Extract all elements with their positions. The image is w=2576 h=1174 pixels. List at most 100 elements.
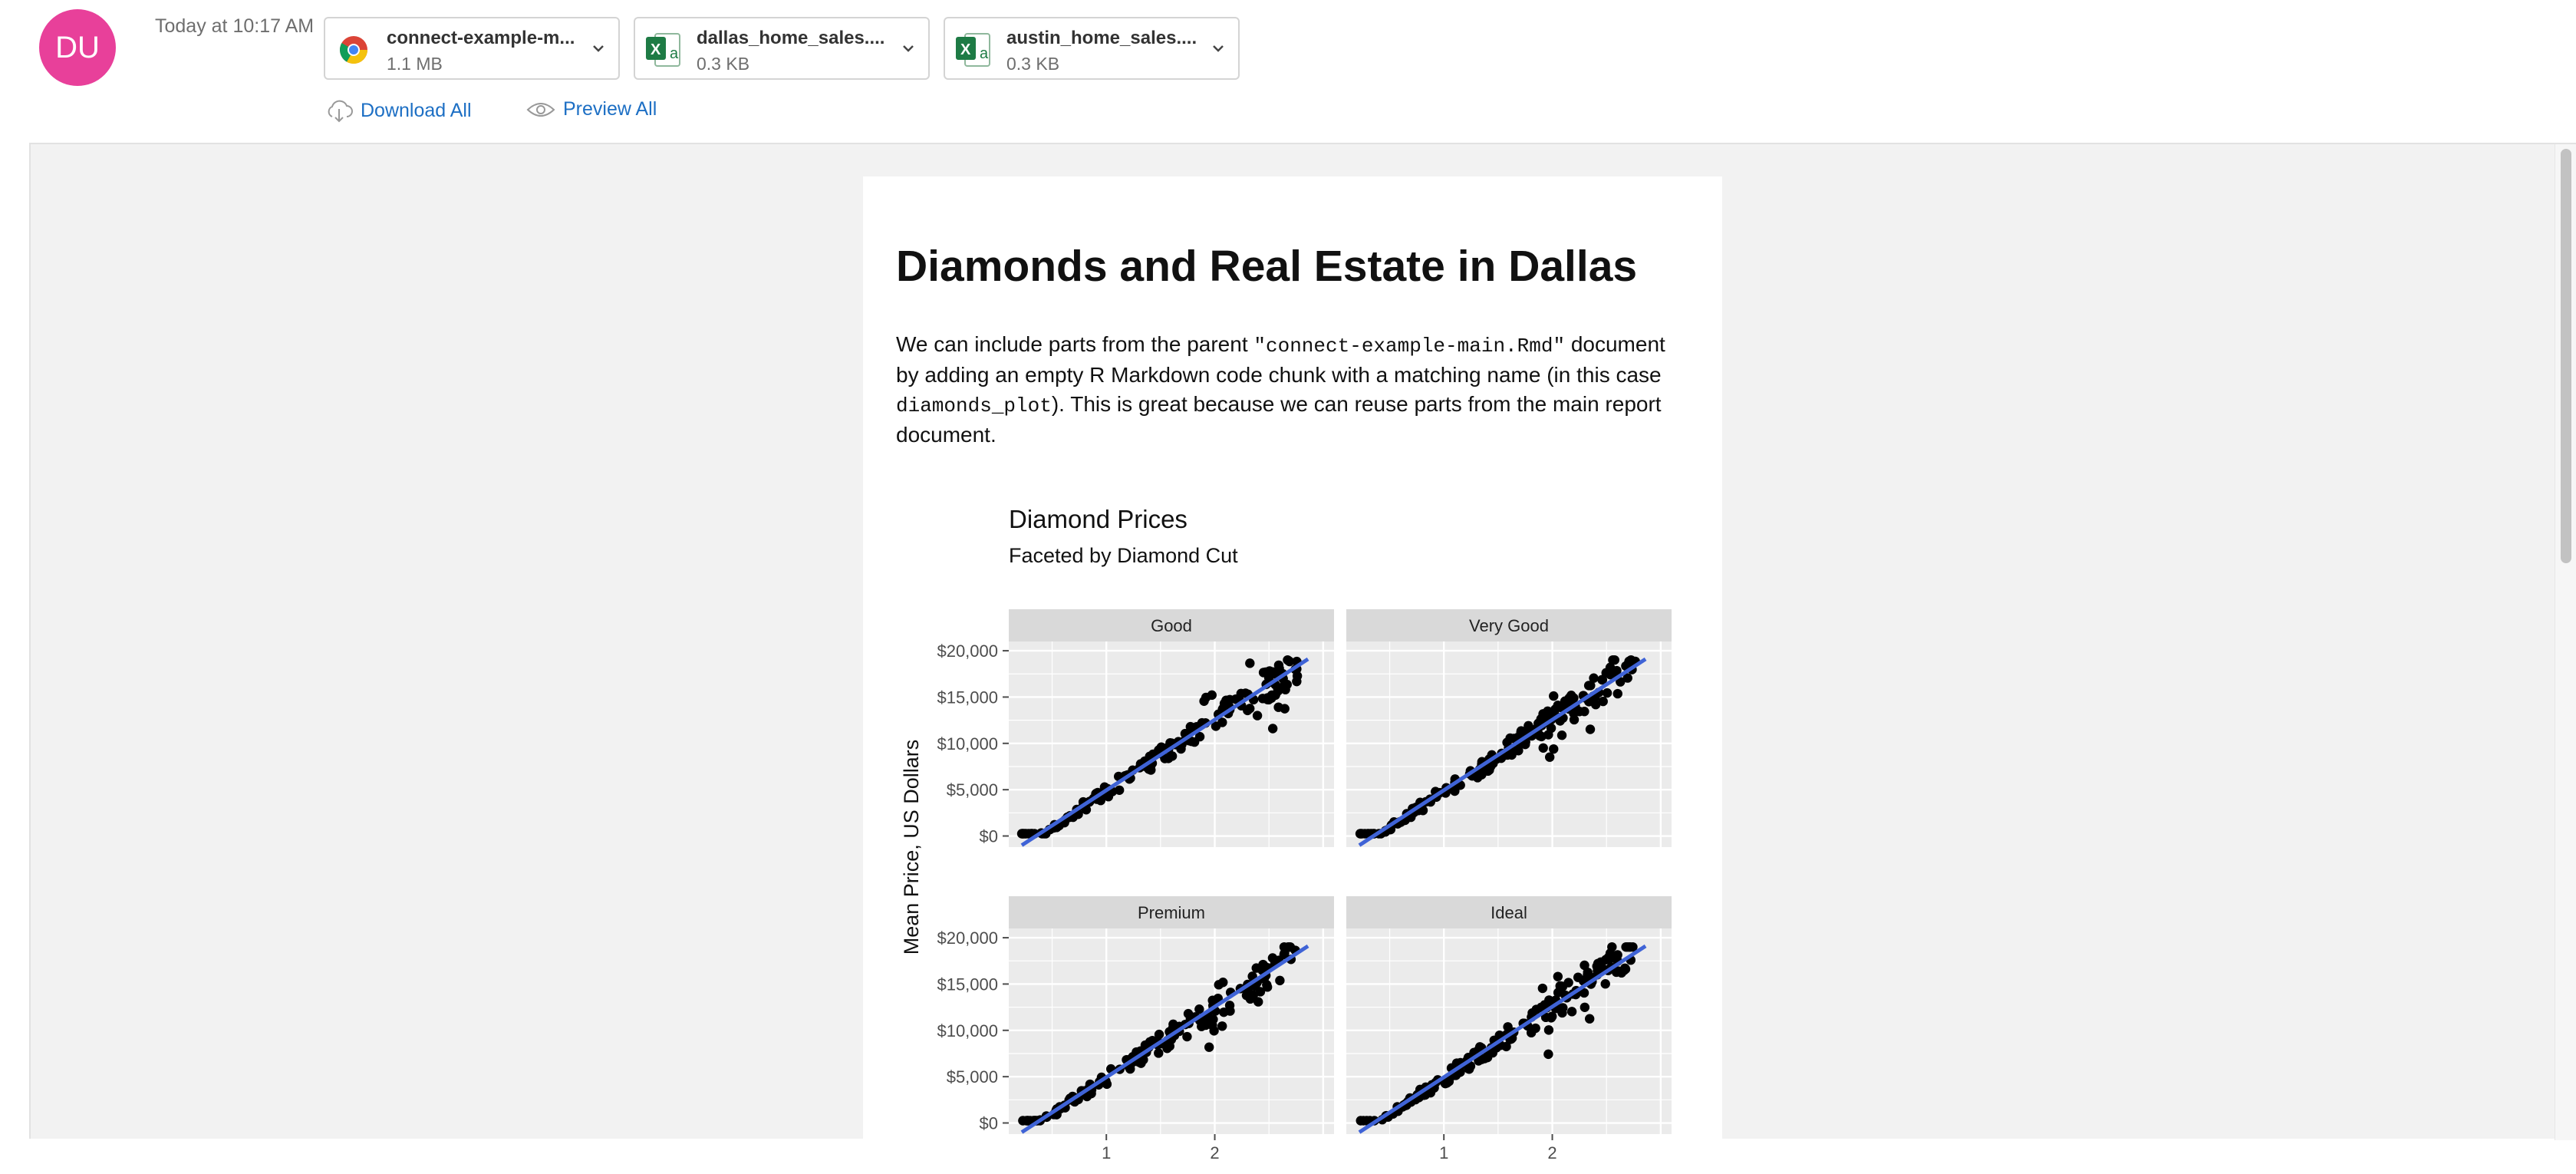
data-point (1598, 696, 1608, 707)
excel-icon: a X (646, 33, 680, 67)
data-point (1207, 690, 1217, 701)
data-point (1194, 731, 1205, 742)
x-tick-label: 2 (1210, 1143, 1219, 1162)
data-point (1547, 1011, 1557, 1021)
attachment-size: 1.1 MB (387, 54, 443, 74)
data-point (1201, 1020, 1211, 1031)
attachment-dallas[interactable]: a X dallas_home_sales.... 0.3 KB (634, 17, 930, 80)
attachment-name: austin_home_sales.... (1006, 28, 1197, 48)
download-all-label: Download All (361, 99, 472, 121)
data-point (1616, 677, 1626, 687)
data-point (1292, 676, 1302, 687)
data-point (1253, 997, 1263, 1007)
data-point (1214, 980, 1224, 990)
data-point (1593, 966, 1603, 976)
x-tick-label: 1 (1102, 1143, 1111, 1162)
data-point (1585, 724, 1596, 734)
document-preview[interactable]: Diamonds and Real Estate in Dallas We ca… (29, 143, 2576, 1174)
data-point (1620, 963, 1630, 974)
data-point (1628, 942, 1638, 952)
data-point (1503, 1022, 1513, 1032)
document-title: Diamonds and Real Estate in Dallas (896, 242, 1638, 291)
data-point (1544, 752, 1555, 762)
data-point (1507, 750, 1517, 760)
data-point (1241, 991, 1252, 1001)
data-point (1240, 688, 1250, 698)
eye-icon (526, 102, 555, 117)
svg-text:a: a (670, 45, 679, 62)
data-point (1279, 942, 1290, 952)
data-point (1199, 696, 1209, 706)
data-point (1555, 716, 1565, 726)
data-point (1531, 1004, 1541, 1014)
data-point (1601, 955, 1611, 965)
chrome-icon (339, 36, 367, 64)
y-tick-label: $0 (980, 1114, 998, 1133)
preview-all-label: Preview All (563, 98, 657, 120)
data-point (1579, 988, 1589, 998)
trend-line (1020, 657, 1309, 847)
trend-line (1020, 944, 1309, 1134)
data-point (1550, 704, 1560, 714)
data-point (1273, 684, 1283, 694)
trend-line (1358, 657, 1647, 847)
data-point (1569, 714, 1580, 725)
document-page: Diamonds and Real Estate in Dallas We ca… (863, 176, 1722, 1174)
trend-line (1358, 944, 1647, 1134)
data-point (1549, 744, 1559, 754)
data-point (1252, 711, 1263, 721)
y-tick-label: $5,000 (947, 1067, 998, 1087)
attachment-html[interactable]: connect-example-m... 1.1 MB (324, 17, 620, 80)
data-point (1280, 684, 1290, 694)
chevron-down-icon[interactable] (901, 37, 916, 60)
data-point (1356, 829, 1366, 839)
attachment-size: 0.3 KB (697, 54, 750, 74)
document-paragraph: We can include parts from the parent "co… (896, 332, 1665, 447)
data-point (1580, 960, 1589, 971)
y-tick-label: $10,000 (937, 734, 998, 754)
preview-all-button[interactable]: Preview All (526, 98, 657, 120)
message-header: DU Today at 10:17 AM connect-example-m..… (0, 0, 2576, 143)
data-point (1549, 691, 1559, 701)
data-point (1219, 1007, 1229, 1017)
facet-panel-premium: Premium $0 $5,000 $10,000 $15,000 $20,000 1 2 (937, 896, 1334, 1162)
data-point (1538, 743, 1548, 753)
data-point (1622, 673, 1632, 683)
avatar[interactable]: DU (39, 9, 116, 86)
data-point (1251, 963, 1261, 973)
svg-text:X: X (960, 41, 971, 58)
y-tick-label: $20,000 (937, 641, 998, 661)
data-point (1204, 1042, 1214, 1052)
download-all-button[interactable]: Download All (325, 98, 472, 123)
data-point (1217, 1021, 1227, 1031)
data-point (1556, 730, 1567, 740)
data-point (1537, 983, 1548, 994)
attachment-size: 0.3 KB (1006, 54, 1060, 74)
chart-subtitle: Faceted by Diamond Cut (1009, 544, 1238, 567)
excel-icon: a X (956, 33, 990, 67)
data-point (1477, 770, 1487, 780)
data-point (1164, 1041, 1174, 1051)
facet-panel-good: Good $0 $5,000 $10,000 $15,000 $20,000 (937, 609, 1334, 847)
data-point (1217, 717, 1227, 727)
scrollbar[interactable] (2555, 144, 2576, 1140)
attachment-austin[interactable]: a X austin_home_sales.... 0.3 KB (944, 17, 1240, 80)
data-point (1275, 975, 1285, 986)
data-point (1612, 688, 1622, 699)
y-axis-label: Mean Price, US Dollars (900, 740, 923, 955)
y-tick-label: $15,000 (937, 974, 998, 994)
data-point (1186, 736, 1197, 747)
scrollbar-thumb[interactable] (2561, 149, 2571, 563)
data-point (1584, 1014, 1595, 1024)
data-point (1356, 1116, 1365, 1126)
data-point (1284, 656, 1295, 667)
data-point (1243, 705, 1253, 716)
data-point (1081, 805, 1092, 815)
svg-text:X: X (651, 41, 661, 58)
data-point (1114, 785, 1125, 795)
attachment-name: dallas_home_sales.... (697, 28, 885, 48)
chevron-down-icon[interactable] (591, 37, 606, 60)
y-tick-label: $5,000 (947, 780, 998, 800)
data-point (1566, 1007, 1577, 1017)
chevron-down-icon[interactable] (1211, 37, 1226, 60)
